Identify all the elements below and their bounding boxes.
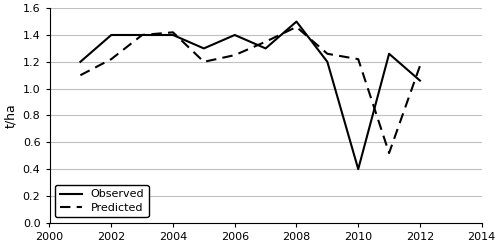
Observed bbox=[386, 52, 392, 55]
Observed bbox=[108, 33, 114, 36]
Observed bbox=[232, 33, 237, 36]
Observed bbox=[170, 33, 176, 36]
Predicted bbox=[386, 152, 392, 154]
Line: Observed: Observed bbox=[80, 22, 420, 169]
Predicted bbox=[78, 74, 84, 77]
Y-axis label: t/ha: t/ha bbox=[4, 103, 17, 128]
Observed bbox=[78, 60, 84, 63]
Observed bbox=[417, 79, 423, 82]
Observed bbox=[201, 47, 207, 50]
Observed bbox=[324, 60, 330, 63]
Predicted bbox=[139, 33, 145, 36]
Predicted bbox=[108, 58, 114, 61]
Observed bbox=[139, 33, 145, 36]
Predicted bbox=[170, 31, 176, 34]
Predicted bbox=[355, 58, 361, 61]
Line: Predicted: Predicted bbox=[80, 27, 420, 153]
Observed bbox=[355, 168, 361, 171]
Predicted bbox=[201, 60, 207, 63]
Predicted bbox=[294, 26, 300, 29]
Predicted bbox=[262, 40, 268, 43]
Predicted bbox=[232, 54, 237, 57]
Predicted bbox=[417, 64, 423, 67]
Predicted bbox=[324, 52, 330, 55]
Observed bbox=[294, 20, 300, 23]
Legend: Observed, Predicted: Observed, Predicted bbox=[55, 185, 148, 217]
Observed bbox=[262, 47, 268, 50]
